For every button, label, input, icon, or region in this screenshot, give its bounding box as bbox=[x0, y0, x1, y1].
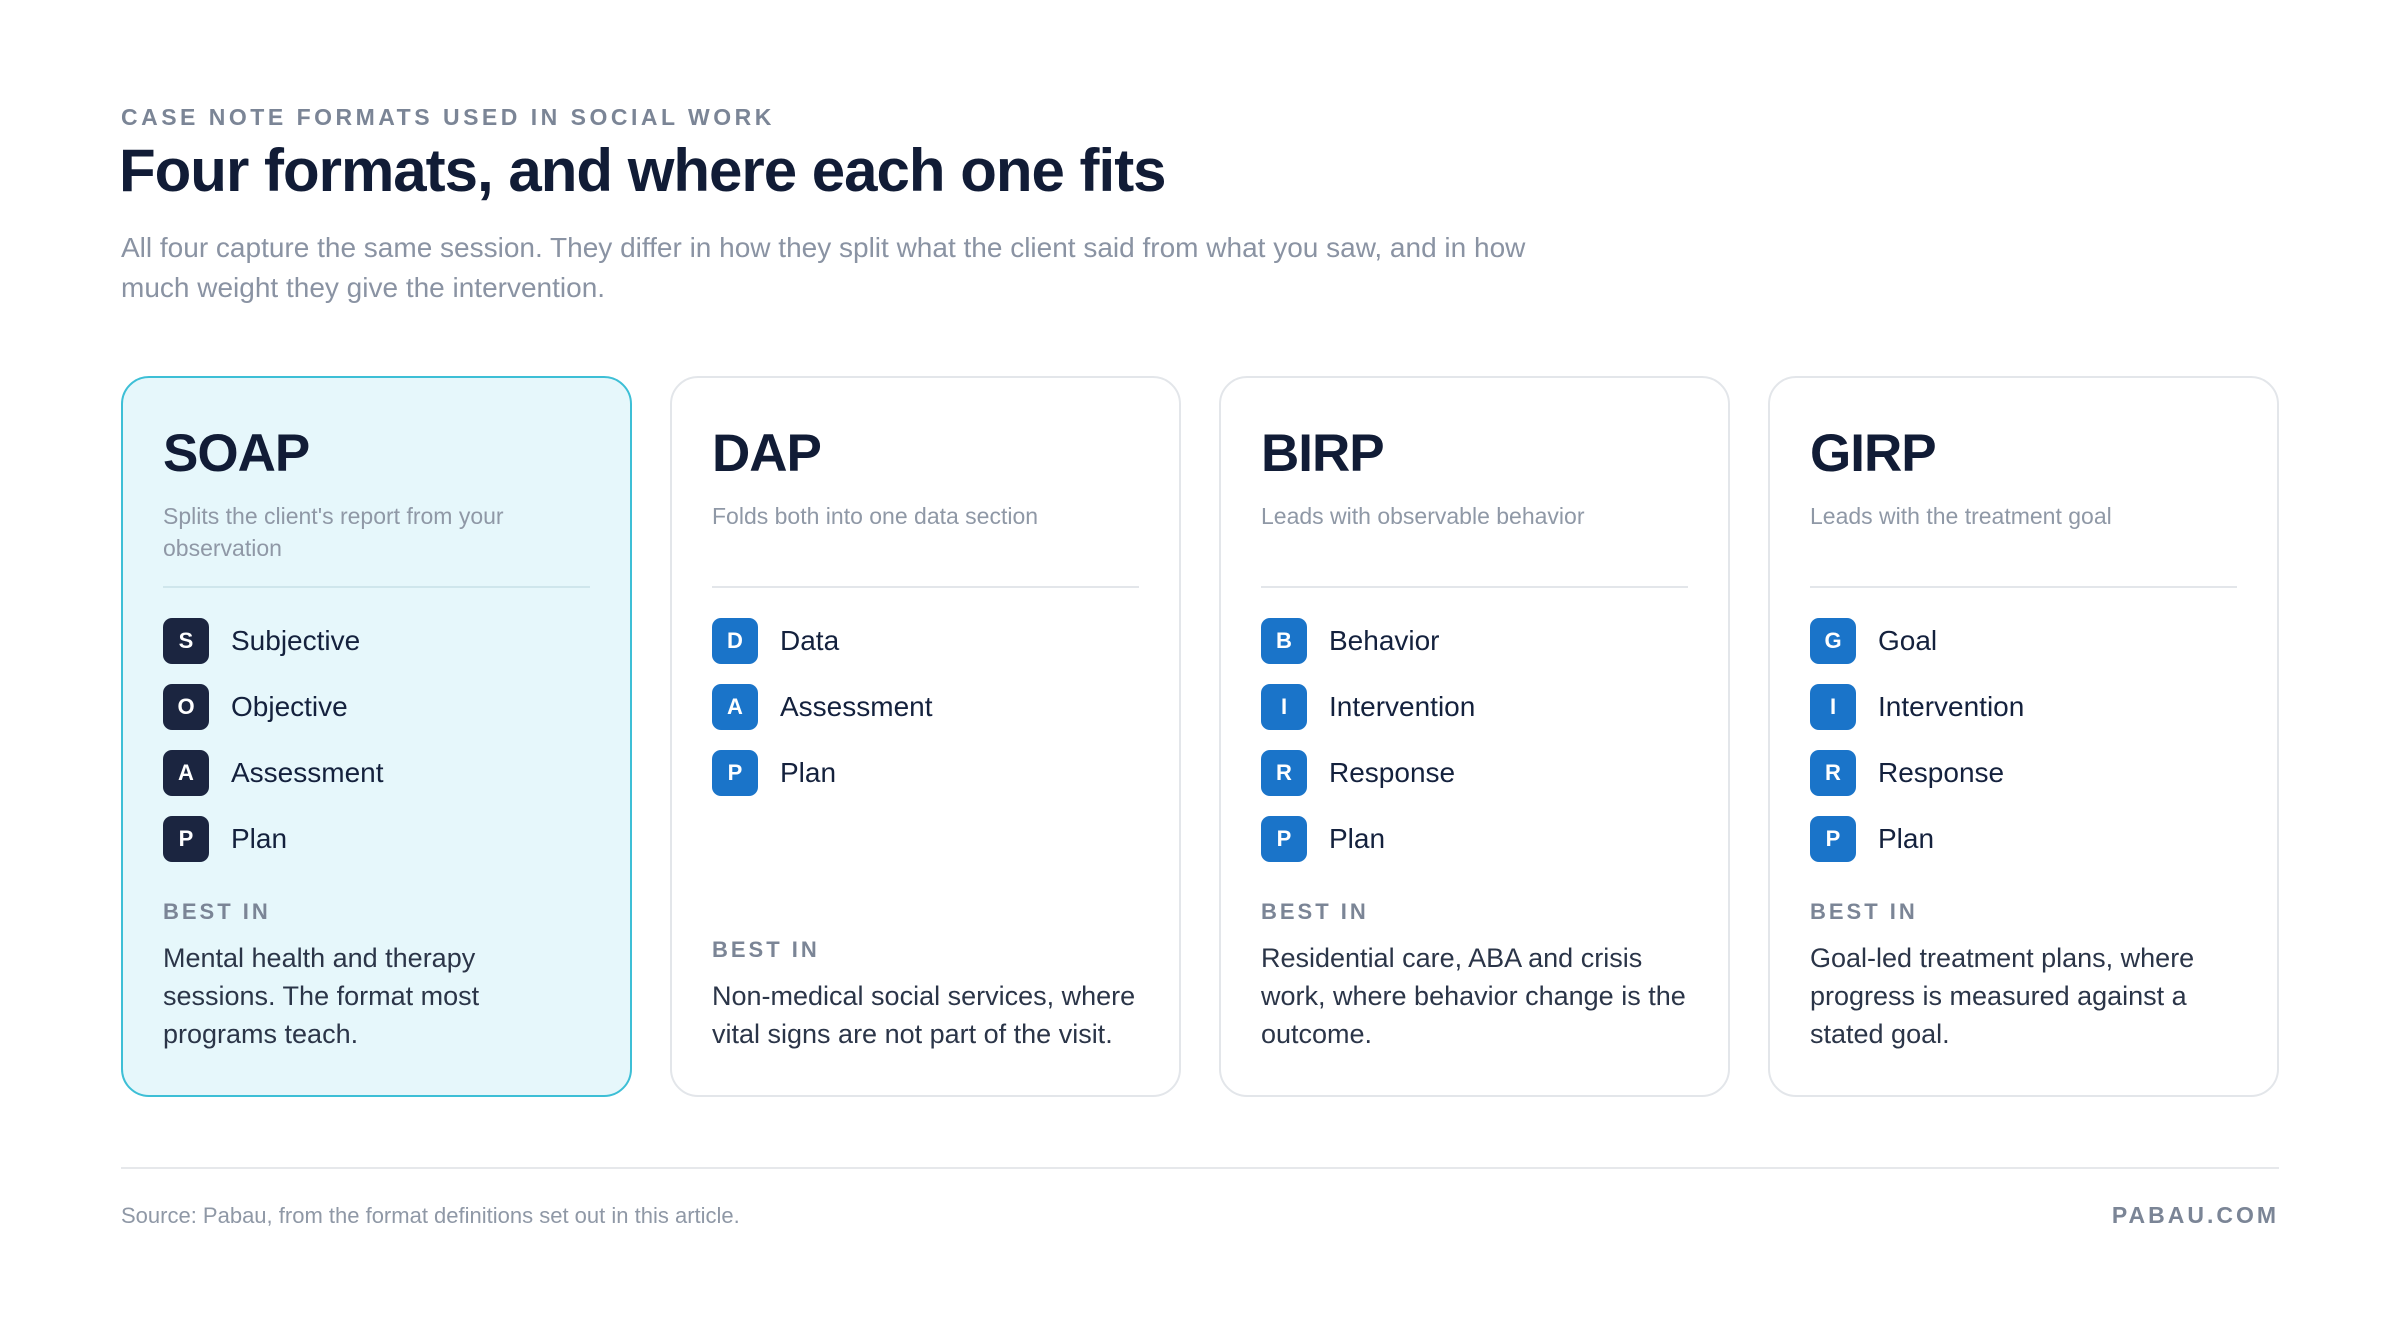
letter-badge: R bbox=[1810, 750, 1856, 796]
letter-badge: D bbox=[712, 618, 758, 664]
eyebrow: CASE NOTE FORMATS USED IN SOCIAL WORK bbox=[121, 104, 775, 130]
section-label: Objective bbox=[231, 691, 348, 722]
section-item: I Intervention bbox=[1810, 684, 2237, 730]
letter-badge: G bbox=[1810, 618, 1856, 664]
letter-badge: I bbox=[1261, 684, 1307, 730]
section-label: Intervention bbox=[1878, 691, 2025, 722]
card-name: BIRP bbox=[1261, 424, 1385, 483]
card-name: SOAP bbox=[163, 424, 310, 483]
source: Source: Pabau, from the format definitio… bbox=[121, 1203, 740, 1228]
title: Four formats, and where each one fits bbox=[119, 137, 1167, 204]
format-card: SOAP Splits the client's report from your… bbox=[121, 376, 632, 1097]
card-description: Folds both into one data section bbox=[712, 503, 1039, 529]
section-label: Behavior bbox=[1329, 625, 1440, 656]
section-label: Plan bbox=[1878, 823, 1935, 854]
section-item: R Response bbox=[1261, 750, 1688, 796]
best-in-label: BEST IN bbox=[1261, 899, 1369, 924]
best-in-label: BEST IN bbox=[1810, 899, 1918, 924]
section-item: G Goal bbox=[1810, 618, 2237, 664]
card-description: Leads with observable behavior bbox=[1261, 503, 1585, 529]
letter-badge: P bbox=[1810, 816, 1856, 862]
footer-rule bbox=[121, 1167, 2279, 1169]
divider bbox=[1810, 586, 2237, 588]
section-item: P Plan bbox=[712, 750, 1139, 796]
section-item: A Assessment bbox=[712, 684, 1139, 730]
card-description: Splits the client's report from your obs… bbox=[163, 503, 504, 561]
best-in: BEST IN Non-medical social services, wher… bbox=[712, 937, 1139, 1053]
letter-badge: B bbox=[1261, 618, 1307, 664]
letter-badge: S bbox=[163, 618, 209, 664]
section-item: P Plan bbox=[163, 816, 590, 862]
section-item: D Data bbox=[712, 618, 1139, 664]
section-item: P Plan bbox=[1810, 816, 2237, 862]
best-in-label: BEST IN bbox=[163, 899, 271, 924]
section-label: Response bbox=[1329, 757, 1456, 788]
divider bbox=[163, 586, 590, 588]
best-in-label: BEST IN bbox=[712, 937, 820, 962]
best-in-text: Non-medical social services, where vital… bbox=[712, 981, 1136, 1049]
letter-badge: P bbox=[163, 816, 209, 862]
best-in: BEST IN Goal-led treatment plans, where p… bbox=[1810, 899, 2237, 1053]
card-row: SOAP Splits the client's report from your… bbox=[121, 376, 2279, 1097]
best-in: BEST IN Mental health and therapy session… bbox=[163, 899, 590, 1053]
section-item: R Response bbox=[1810, 750, 2237, 796]
best-in-text: Mental health and therapy sessions. The … bbox=[163, 943, 480, 1049]
letter-badge: A bbox=[712, 684, 758, 730]
section-item: B Behavior bbox=[1261, 618, 1688, 664]
letter-badge: O bbox=[163, 684, 209, 730]
letter-badge: R bbox=[1261, 750, 1307, 796]
format-card: BIRP Leads with observable behavior B Behav… bbox=[1219, 376, 1730, 1097]
section-label: Assessment bbox=[780, 691, 933, 722]
best-in-text: Residential care, ABA and crisis work, w… bbox=[1261, 943, 1686, 1049]
section-label: Assessment bbox=[231, 757, 384, 788]
best-in: BEST IN Residential care, ABA and crisis … bbox=[1261, 899, 1688, 1053]
format-card: DAP Folds both into one data section D Data… bbox=[670, 376, 1181, 1097]
section-item: O Objective bbox=[163, 684, 590, 730]
section-label: Goal bbox=[1878, 625, 1938, 656]
format-card: GIRP Leads with the treatment goal G Goal I I… bbox=[1768, 376, 2279, 1097]
letter-badge: P bbox=[1261, 816, 1307, 862]
letter-badge: A bbox=[163, 750, 209, 796]
letter-badge: P bbox=[712, 750, 758, 796]
card-description: Leads with the treatment goal bbox=[1810, 503, 2112, 529]
section-item: S Subjective bbox=[163, 618, 590, 664]
best-in-text: Goal-led treatment plans, where progress… bbox=[1810, 943, 2195, 1049]
section-label: Intervention bbox=[1329, 691, 1476, 722]
card-name: GIRP bbox=[1810, 424, 1937, 483]
brand: PABAU.COM bbox=[2111, 1202, 2279, 1228]
section-label: Data bbox=[780, 625, 840, 656]
section-label: Plan bbox=[1329, 823, 1386, 854]
section-item: A Assessment bbox=[163, 750, 590, 796]
section-label: Plan bbox=[231, 823, 288, 854]
section-label: Response bbox=[1878, 757, 2005, 788]
card-name: DAP bbox=[712, 424, 822, 483]
divider bbox=[1261, 586, 1688, 588]
section-item: P Plan bbox=[1261, 816, 1688, 862]
section-item: I Intervention bbox=[1261, 684, 1688, 730]
section-label: Subjective bbox=[231, 625, 361, 656]
letter-badge: I bbox=[1810, 684, 1856, 730]
subtitle: All four capture the same session. They … bbox=[121, 232, 1526, 303]
section-label: Plan bbox=[780, 757, 837, 788]
divider bbox=[712, 586, 1139, 588]
